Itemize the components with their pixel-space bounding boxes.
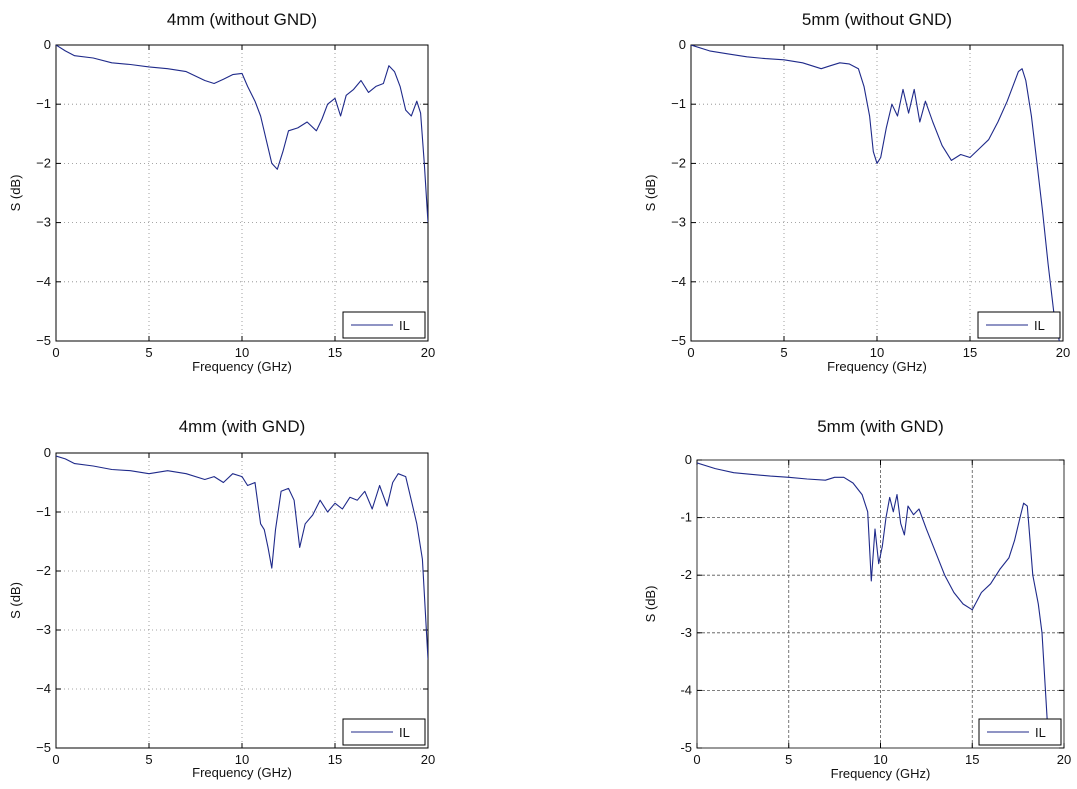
y-tick-label: −5 — [671, 333, 686, 348]
chart-svg: 0 5 10 15 20 0 −1 −2 −3 −4 −5 4mm (with GND) Frequen… — [8, 417, 435, 780]
x-axis-label: Frequency (GHz) — [827, 359, 927, 374]
legend: IL — [978, 718, 1062, 746]
y-tick-label: −4 — [36, 681, 51, 696]
x-tick-label: 15 — [328, 345, 342, 360]
y-tick-label: -1 — [680, 510, 692, 525]
y-tick-label: −4 — [36, 274, 51, 289]
x-tick-label: 5 — [785, 752, 792, 767]
x-tick-label: 10 — [873, 752, 887, 767]
x-tick-label: 15 — [328, 752, 342, 767]
x-tick-label: 15 — [965, 752, 979, 767]
x-tick-label: 10 — [870, 345, 884, 360]
legend: IL — [342, 311, 426, 339]
x-axis-label: Frequency (GHz) — [831, 766, 931, 781]
y-tick-label: 0 — [44, 445, 51, 460]
x-axis-label: Frequency (GHz) — [192, 359, 292, 374]
y-tick-label: −5 — [36, 740, 51, 755]
series-line-IL — [56, 45, 428, 223]
y-tick-label: -3 — [680, 625, 692, 640]
x-tick-label: 10 — [235, 752, 249, 767]
chart-panel-5mm-with-gnd: 0 5 10 15 20 0 -1 -2 -3 -4 -5 5mm (with GND) Frequen… — [538, 394, 1077, 789]
x-tick-label: 0 — [693, 752, 700, 767]
x-tick-label: 0 — [52, 345, 59, 360]
y-tick-label: −2 — [671, 155, 686, 170]
y-tick-label: −3 — [36, 215, 51, 230]
y-tick-label: −2 — [36, 563, 51, 578]
chart-svg: 0 5 10 15 20 0 −1 −2 −3 −4 −5 5mm (without GND) Freq… — [643, 10, 1070, 374]
y-tick-label: 0 — [685, 452, 692, 467]
x-tick-label: 0 — [687, 345, 694, 360]
chart-svg: 0 5 10 15 20 0 -1 -2 -3 -4 -5 5mm (with GND) Frequen… — [643, 417, 1071, 781]
legend-label: IL — [399, 318, 410, 333]
series-line-IL — [697, 462, 1049, 726]
y-tick-label: −3 — [671, 215, 686, 230]
y-tick-label: −5 — [36, 333, 51, 348]
chart-svg: 0 5 10 15 20 0 −1 −2 −3 −4 −5 4mm (without GND) Freq… — [8, 10, 435, 374]
x-tick-label: 15 — [963, 345, 977, 360]
x-tick-label: 5 — [780, 345, 787, 360]
series-line-IL — [56, 455, 428, 660]
y-tick-label: 0 — [679, 37, 686, 52]
x-tick-label: 20 — [421, 345, 435, 360]
y-tick-label: −1 — [671, 96, 686, 111]
y-axis-label: S (dB) — [8, 175, 23, 212]
y-tick-label: −2 — [36, 155, 51, 170]
y-axis-label: S (dB) — [8, 582, 23, 619]
chart-panel-4mm-without-gnd: 0 5 10 15 20 0 −1 −2 −3 −4 −5 4mm (without GND) Freq… — [0, 0, 538, 394]
y-tick-label: -4 — [680, 682, 692, 697]
legend-label: IL — [1035, 725, 1046, 740]
legend-label: IL — [399, 725, 410, 740]
legend: IL — [342, 718, 426, 746]
chart-title: 5mm (with GND) — [817, 417, 944, 436]
y-tick-label: 0 — [44, 37, 51, 52]
x-tick-label: 20 — [1056, 345, 1070, 360]
legend: IL — [977, 311, 1061, 339]
series-line-IL — [691, 45, 1060, 341]
x-axis-label: Frequency (GHz) — [192, 765, 292, 780]
plot-frame — [696, 459, 1065, 749]
y-tick-label: −3 — [36, 622, 51, 637]
x-tick-label: 5 — [145, 752, 152, 767]
chart-title: 5mm (without GND) — [802, 10, 952, 29]
y-tick-label: −4 — [671, 274, 686, 289]
y-axis-label: S (dB) — [643, 586, 658, 623]
x-tick-label: 0 — [52, 752, 59, 767]
x-tick-label: 5 — [145, 345, 152, 360]
legend-label: IL — [1034, 318, 1045, 333]
chart-panel-4mm-with-gnd: 0 5 10 15 20 0 −1 −2 −3 −4 −5 4mm (with GND) Frequen… — [0, 394, 538, 789]
chart-panel-5mm-without-gnd: 0 5 10 15 20 0 −1 −2 −3 −4 −5 5mm (without GND) Freq… — [538, 0, 1077, 394]
chart-title: 4mm (without GND) — [167, 10, 317, 29]
chart-title: 4mm (with GND) — [179, 417, 306, 436]
y-tick-label: -2 — [680, 567, 692, 582]
y-tick-label: -5 — [680, 740, 692, 755]
y-tick-label: −1 — [36, 96, 51, 111]
y-axis-label: S (dB) — [643, 175, 658, 212]
x-tick-label: 20 — [1057, 752, 1071, 767]
x-tick-label: 10 — [235, 345, 249, 360]
x-tick-label: 20 — [421, 752, 435, 767]
y-tick-label: −1 — [36, 504, 51, 519]
